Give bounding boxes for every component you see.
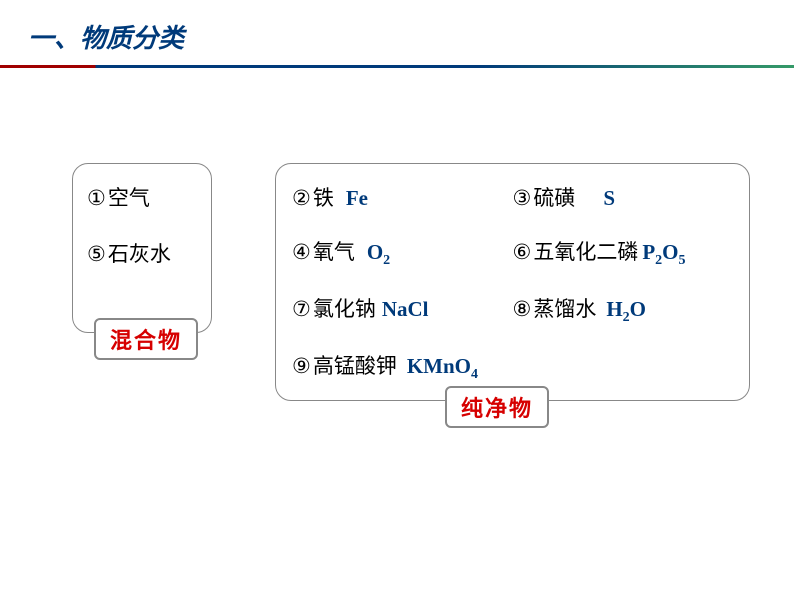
item-number: ④ <box>292 240 311 265</box>
item-name: 空气 <box>108 182 150 212</box>
item-name: 硫磺 <box>533 182 575 212</box>
chemical-formula: S <box>603 186 615 211</box>
formula-part: P <box>642 240 655 264</box>
formula-base: O <box>367 240 383 264</box>
item-number: ⑤ <box>87 242 106 267</box>
mixture-box: ① 空气 ⑤ 石灰水 <box>72 163 212 333</box>
formula-sub: 4 <box>471 368 478 383</box>
item-number: ① <box>87 186 106 211</box>
list-item: ① 空气 <box>87 182 197 210</box>
chemical-formula: O2 <box>367 240 390 269</box>
formula-part: H <box>606 297 622 321</box>
items-grid: ② 铁 Fe ③ 硫磺 S ④ 氧气 O2 ⑥ 五氧化二磷 P2O5 ⑦ <box>292 182 733 384</box>
divider-line <box>0 65 794 68</box>
formula-part: O <box>662 240 678 264</box>
chemical-formula: P2O5 <box>642 240 685 269</box>
pure-substance-box: ② 铁 Fe ③ 硫磺 S ④ 氧气 O2 ⑥ 五氧化二磷 P2O5 ⑦ <box>275 163 750 401</box>
list-item: ⑦ 氯化钠 NaCl <box>292 293 513 326</box>
chemical-formula: Fe <box>346 186 368 211</box>
item-number: ⑦ <box>292 297 311 322</box>
item-number: ② <box>292 186 311 211</box>
list-item: ② 铁 Fe <box>292 182 513 212</box>
pure-substance-badge: 纯净物 <box>445 386 549 428</box>
item-name: 石灰水 <box>108 238 171 268</box>
header: 一、物质分类 <box>0 0 794 55</box>
item-name: 蒸馏水 <box>533 293 596 323</box>
formula-sub: 2 <box>623 310 630 325</box>
item-number: ③ <box>513 186 532 211</box>
chemical-formula: NaCl <box>382 297 429 322</box>
formula-sub: 2 <box>383 253 390 268</box>
list-item: ⑤ 石灰水 <box>87 238 197 266</box>
list-item: ⑧ 蒸馏水 H2O <box>513 293 734 326</box>
list-item: ④ 氧气 O2 <box>292 236 513 269</box>
item-name: 氯化钠 <box>313 293 376 323</box>
formula-part: KMnO <box>407 354 471 378</box>
list-item: ⑥ 五氧化二磷 P2O5 <box>513 236 734 269</box>
item-number: ⑧ <box>513 297 532 322</box>
list-item: ⑨ 高锰酸钾 KMnO4 <box>292 350 733 383</box>
chemical-formula: H2O <box>606 297 646 326</box>
item-name: 高锰酸钾 <box>313 350 397 380</box>
list-item: ③ 硫磺 S <box>513 182 734 212</box>
item-number: ⑥ <box>513 240 532 265</box>
page-title: 一、物质分类 <box>28 18 794 55</box>
item-name: 氧气 <box>313 236 355 266</box>
mixture-badge: 混合物 <box>94 318 198 360</box>
chemical-formula: KMnO4 <box>407 354 478 383</box>
item-name: 铁 <box>313 182 334 212</box>
item-number: ⑨ <box>292 354 311 379</box>
formula-part: O <box>630 297 646 321</box>
formula-sub: 5 <box>679 253 686 268</box>
item-name: 五氧化二磷 <box>533 236 638 266</box>
